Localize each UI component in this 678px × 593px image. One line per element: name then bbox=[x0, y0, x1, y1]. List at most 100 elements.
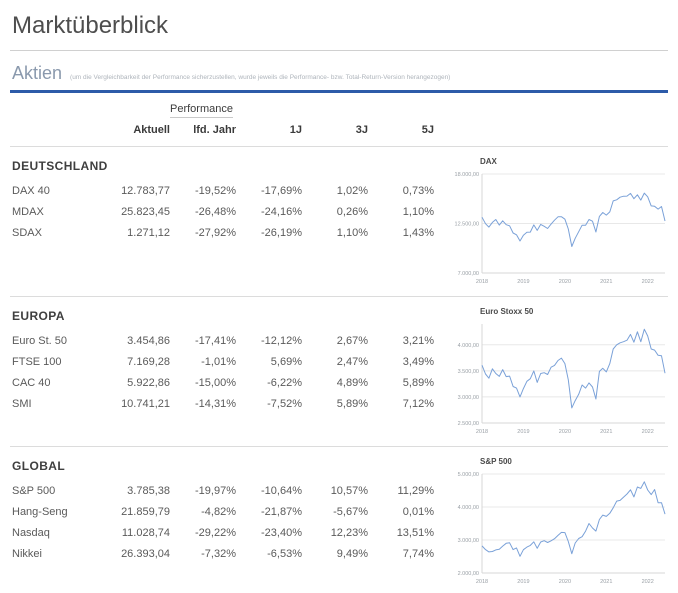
value-3j: 12,23% bbox=[330, 527, 368, 539]
value-1j: -17,69% bbox=[261, 185, 302, 197]
value-5j: 5,89% bbox=[402, 377, 434, 389]
value-aktuell: 5.922,86 bbox=[127, 377, 170, 389]
chart-title: S&P 500 bbox=[480, 457, 512, 466]
svg-text:2021: 2021 bbox=[600, 579, 612, 585]
table-row: S&P 500 3.785,38 -19,97% -10,64% 10,57% 11,29… bbox=[12, 481, 434, 502]
svg-text:2020: 2020 bbox=[559, 579, 571, 585]
value-lfd-jahr: -27,92% bbox=[195, 227, 236, 239]
svg-text:2020: 2020 bbox=[559, 279, 571, 285]
aktien-header: Aktien (um die Vergleichbarkeit der Perf… bbox=[12, 63, 668, 84]
value-aktuell: 25.823,45 bbox=[121, 206, 170, 218]
svg-text:12.500,00: 12.500,00 bbox=[455, 222, 479, 228]
value-lfd-jahr: -26,48% bbox=[195, 206, 236, 218]
section-name: GLOBAL bbox=[12, 459, 66, 473]
svg-text:2.500,00: 2.500,00 bbox=[458, 421, 479, 427]
svg-text:2022: 2022 bbox=[642, 579, 654, 585]
table-row: Hang-Seng 21.859,79 -4,82% -21,87% -5,67% 0,0… bbox=[12, 502, 434, 523]
value-5j: 1,10% bbox=[402, 206, 434, 218]
value-lfd-jahr: -15,00% bbox=[195, 377, 236, 389]
index-label: FTSE 100 bbox=[12, 356, 62, 368]
value-lfd-jahr: -29,22% bbox=[195, 527, 236, 539]
svg-text:2019: 2019 bbox=[517, 429, 529, 435]
svg-text:3.500,00: 3.500,00 bbox=[458, 369, 479, 375]
chart-title: DAX bbox=[480, 157, 497, 166]
value-5j: 3,49% bbox=[402, 356, 434, 368]
column-header-3j: 3J bbox=[355, 124, 368, 136]
section-name: DEUTSCHLAND bbox=[12, 159, 108, 173]
svg-text:7.000,00: 7.000,00 bbox=[458, 271, 479, 277]
svg-text:2021: 2021 bbox=[600, 279, 612, 285]
chart-title: Euro Stoxx 50 bbox=[480, 307, 534, 316]
index-label: Euro St. 50 bbox=[12, 335, 68, 347]
value-5j: 1,43% bbox=[402, 227, 434, 239]
value-aktuell: 3.454,86 bbox=[127, 335, 170, 347]
value-lfd-jahr: -4,82% bbox=[201, 506, 236, 518]
svg-text:2018: 2018 bbox=[476, 279, 488, 285]
value-3j: 10,57% bbox=[330, 485, 368, 497]
index-label: Hang-Seng bbox=[12, 506, 68, 518]
index-section-global: GLOBAL S&P 500 3.785,38 -19,97% -10,64% 10,57… bbox=[10, 446, 668, 593]
value-aktuell: 1.271,12 bbox=[127, 227, 170, 239]
performance-group-label: Performance bbox=[170, 103, 233, 118]
value-lfd-jahr: -14,31% bbox=[195, 398, 236, 410]
section-chart-europa: Euro Stoxx 50 4.000,00 3.500,00 3.000,00 2.5… bbox=[434, 305, 668, 446]
value-3j: 0,26% bbox=[336, 206, 368, 218]
aktien-title: Aktien bbox=[12, 63, 63, 83]
table-row: Nasdaq 11.028,74 -29,22% -23,40% 12,23% 13,51… bbox=[12, 523, 434, 544]
svg-text:3.000,00: 3.000,00 bbox=[458, 538, 479, 544]
svg-text:3.000,00: 3.000,00 bbox=[458, 395, 479, 401]
index-label: Nasdaq bbox=[12, 527, 50, 539]
table-row: SDAX 1.271,12 -27,92% -26,19% 1,10% 1,43% bbox=[12, 223, 434, 244]
svg-text:2021: 2021 bbox=[600, 429, 612, 435]
svg-text:4.000,00: 4.000,00 bbox=[458, 505, 479, 511]
value-aktuell: 11.028,74 bbox=[121, 527, 170, 539]
value-1j: -6,22% bbox=[267, 377, 302, 389]
value-lfd-jahr: -1,01% bbox=[201, 356, 236, 368]
dax-chart: 18.000,00 12.500,00 7.000,00 2018 2019 2020 20… bbox=[455, 172, 666, 285]
value-5j: 11,29% bbox=[397, 485, 435, 497]
index-label: CAC 40 bbox=[12, 377, 51, 389]
page-title: Marktüberblick bbox=[12, 12, 169, 39]
table-row: Euro St. 50 3.454,86 -17,41% -12,12% 2,67% 3,… bbox=[12, 331, 434, 352]
value-3j: 2,47% bbox=[336, 356, 368, 368]
value-aktuell: 21.859,79 bbox=[121, 506, 170, 518]
table-row: MDAX 25.823,45 -26,48% -24,16% 0,26% 1,10% bbox=[12, 202, 434, 223]
value-lfd-jahr: -19,97% bbox=[195, 485, 236, 497]
table-row: Nikkei 26.393,04 -7,32% -6,53% 9,49% 7,74% bbox=[12, 544, 434, 565]
column-header-5j: 5J bbox=[421, 124, 434, 136]
value-3j: 9,49% bbox=[336, 548, 368, 560]
value-5j: 0,01% bbox=[402, 506, 434, 518]
table-row: SMI 10.741,21 -14,31% -7,52% 5,89% 7,12% bbox=[12, 394, 434, 415]
performance-group-row: Performance bbox=[10, 103, 668, 118]
index-label: Nikkei bbox=[12, 548, 42, 560]
table-row: CAC 40 5.922,86 -15,00% -6,22% 4,89% 5,89% bbox=[12, 373, 434, 394]
value-1j: -10,64% bbox=[261, 485, 302, 497]
value-1j: -6,53% bbox=[267, 548, 302, 560]
value-lfd-jahr: -7,32% bbox=[201, 548, 236, 560]
value-1j: -24,16% bbox=[261, 206, 302, 218]
svg-text:2020: 2020 bbox=[559, 429, 571, 435]
table-row: FTSE 100 7.169,28 -1,01% 5,69% 2,47% 3,49% bbox=[12, 352, 434, 373]
svg-text:5.000,00: 5.000,00 bbox=[458, 472, 479, 478]
section-name: EUROPA bbox=[12, 309, 65, 323]
column-header-1j: 1J bbox=[289, 124, 302, 136]
aktien-note: (um die Vergleichbarkeit der Performance… bbox=[70, 74, 451, 81]
value-3j: -5,67% bbox=[333, 506, 368, 518]
svg-text:2018: 2018 bbox=[476, 429, 488, 435]
value-1j: -21,87% bbox=[261, 506, 302, 518]
value-3j: 2,67% bbox=[336, 335, 368, 347]
value-3j: 1,02% bbox=[336, 185, 368, 197]
value-aktuell: 7.169,28 bbox=[127, 356, 170, 368]
column-header-lfd-jahr: lfd. Jahr bbox=[193, 124, 236, 136]
index-label: SMI bbox=[12, 398, 32, 410]
section-table-deutschland: DEUTSCHLAND DAX 40 12.783,77 -19,52% -17,69%… bbox=[10, 155, 434, 296]
section-table-global: GLOBAL S&P 500 3.785,38 -19,97% -10,64% 10,57… bbox=[10, 455, 434, 593]
svg-text:2019: 2019 bbox=[517, 279, 529, 285]
index-label: MDAX bbox=[12, 206, 44, 218]
section-chart-global: S&P 500 5.000,00 4.000,00 3.000,00 2.000,00 2… bbox=[434, 455, 668, 593]
value-5j: 7,12% bbox=[402, 398, 434, 410]
value-aktuell: 3.785,38 bbox=[127, 485, 170, 497]
index-label: SDAX bbox=[12, 227, 42, 239]
value-1j: -12,12% bbox=[261, 335, 302, 347]
